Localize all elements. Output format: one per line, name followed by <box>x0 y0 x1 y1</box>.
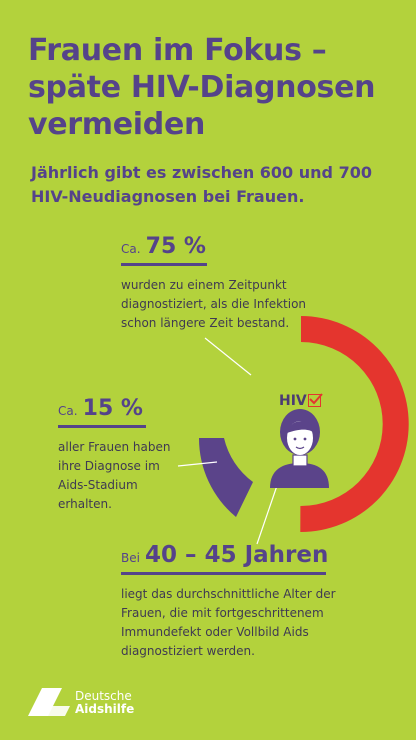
leader-line-75 <box>204 337 252 376</box>
stat-age-value: 40 – 45 Jahren <box>145 542 329 568</box>
stat-75-prefix: Ca. <box>121 242 141 256</box>
stat-15-prefix: Ca. <box>58 404 78 418</box>
stat-75-description: wurden zu einem Zeitpunkt diagnostiziert… <box>121 278 307 330</box>
stat-75-percent: Ca. 75 % wurden zu einem Zeitpunkt diagn… <box>121 234 321 333</box>
stat-age-prefix: Bei <box>121 551 140 565</box>
hiv-label: HIV <box>279 393 307 409</box>
logo-text: Deutsche Aidshilfe <box>75 690 134 716</box>
stat-average-age: Bei 40 – 45 Jahren liegt das durchschnit… <box>121 542 361 661</box>
stat-15-percent: Ca. 15 % aller Frauen haben ihre Diagnos… <box>58 396 183 514</box>
stat-15-description: aller Frauen haben ihre Diagnose im Aids… <box>58 440 171 511</box>
stat-15-value: 15 % <box>82 396 143 421</box>
stat-75-underline <box>121 263 207 266</box>
woman-icon <box>270 409 329 488</box>
deutsche-aidshilfe-logo-icon <box>28 688 70 716</box>
page-title: Frauen im Fokus – späte HIV-Diagnosen ve… <box>28 33 376 142</box>
logo-line-2: Aidshilfe <box>75 702 135 716</box>
page-subtitle: Jährlich gibt es zwischen 600 und 700 HI… <box>31 163 372 206</box>
logo-line-1: Deutsche <box>75 689 132 703</box>
stat-15-underline <box>58 425 146 428</box>
stat-75-value: 75 % <box>145 234 206 259</box>
donut-segment-75 <box>300 316 409 533</box>
stat-age-description: liegt das durchschnittliche Alter der Fr… <box>121 587 336 658</box>
leader-line-15 <box>177 461 218 467</box>
checkbox-checked-icon <box>308 393 323 407</box>
donut-segment-15 <box>198 438 253 517</box>
stat-age-underline <box>121 572 326 575</box>
